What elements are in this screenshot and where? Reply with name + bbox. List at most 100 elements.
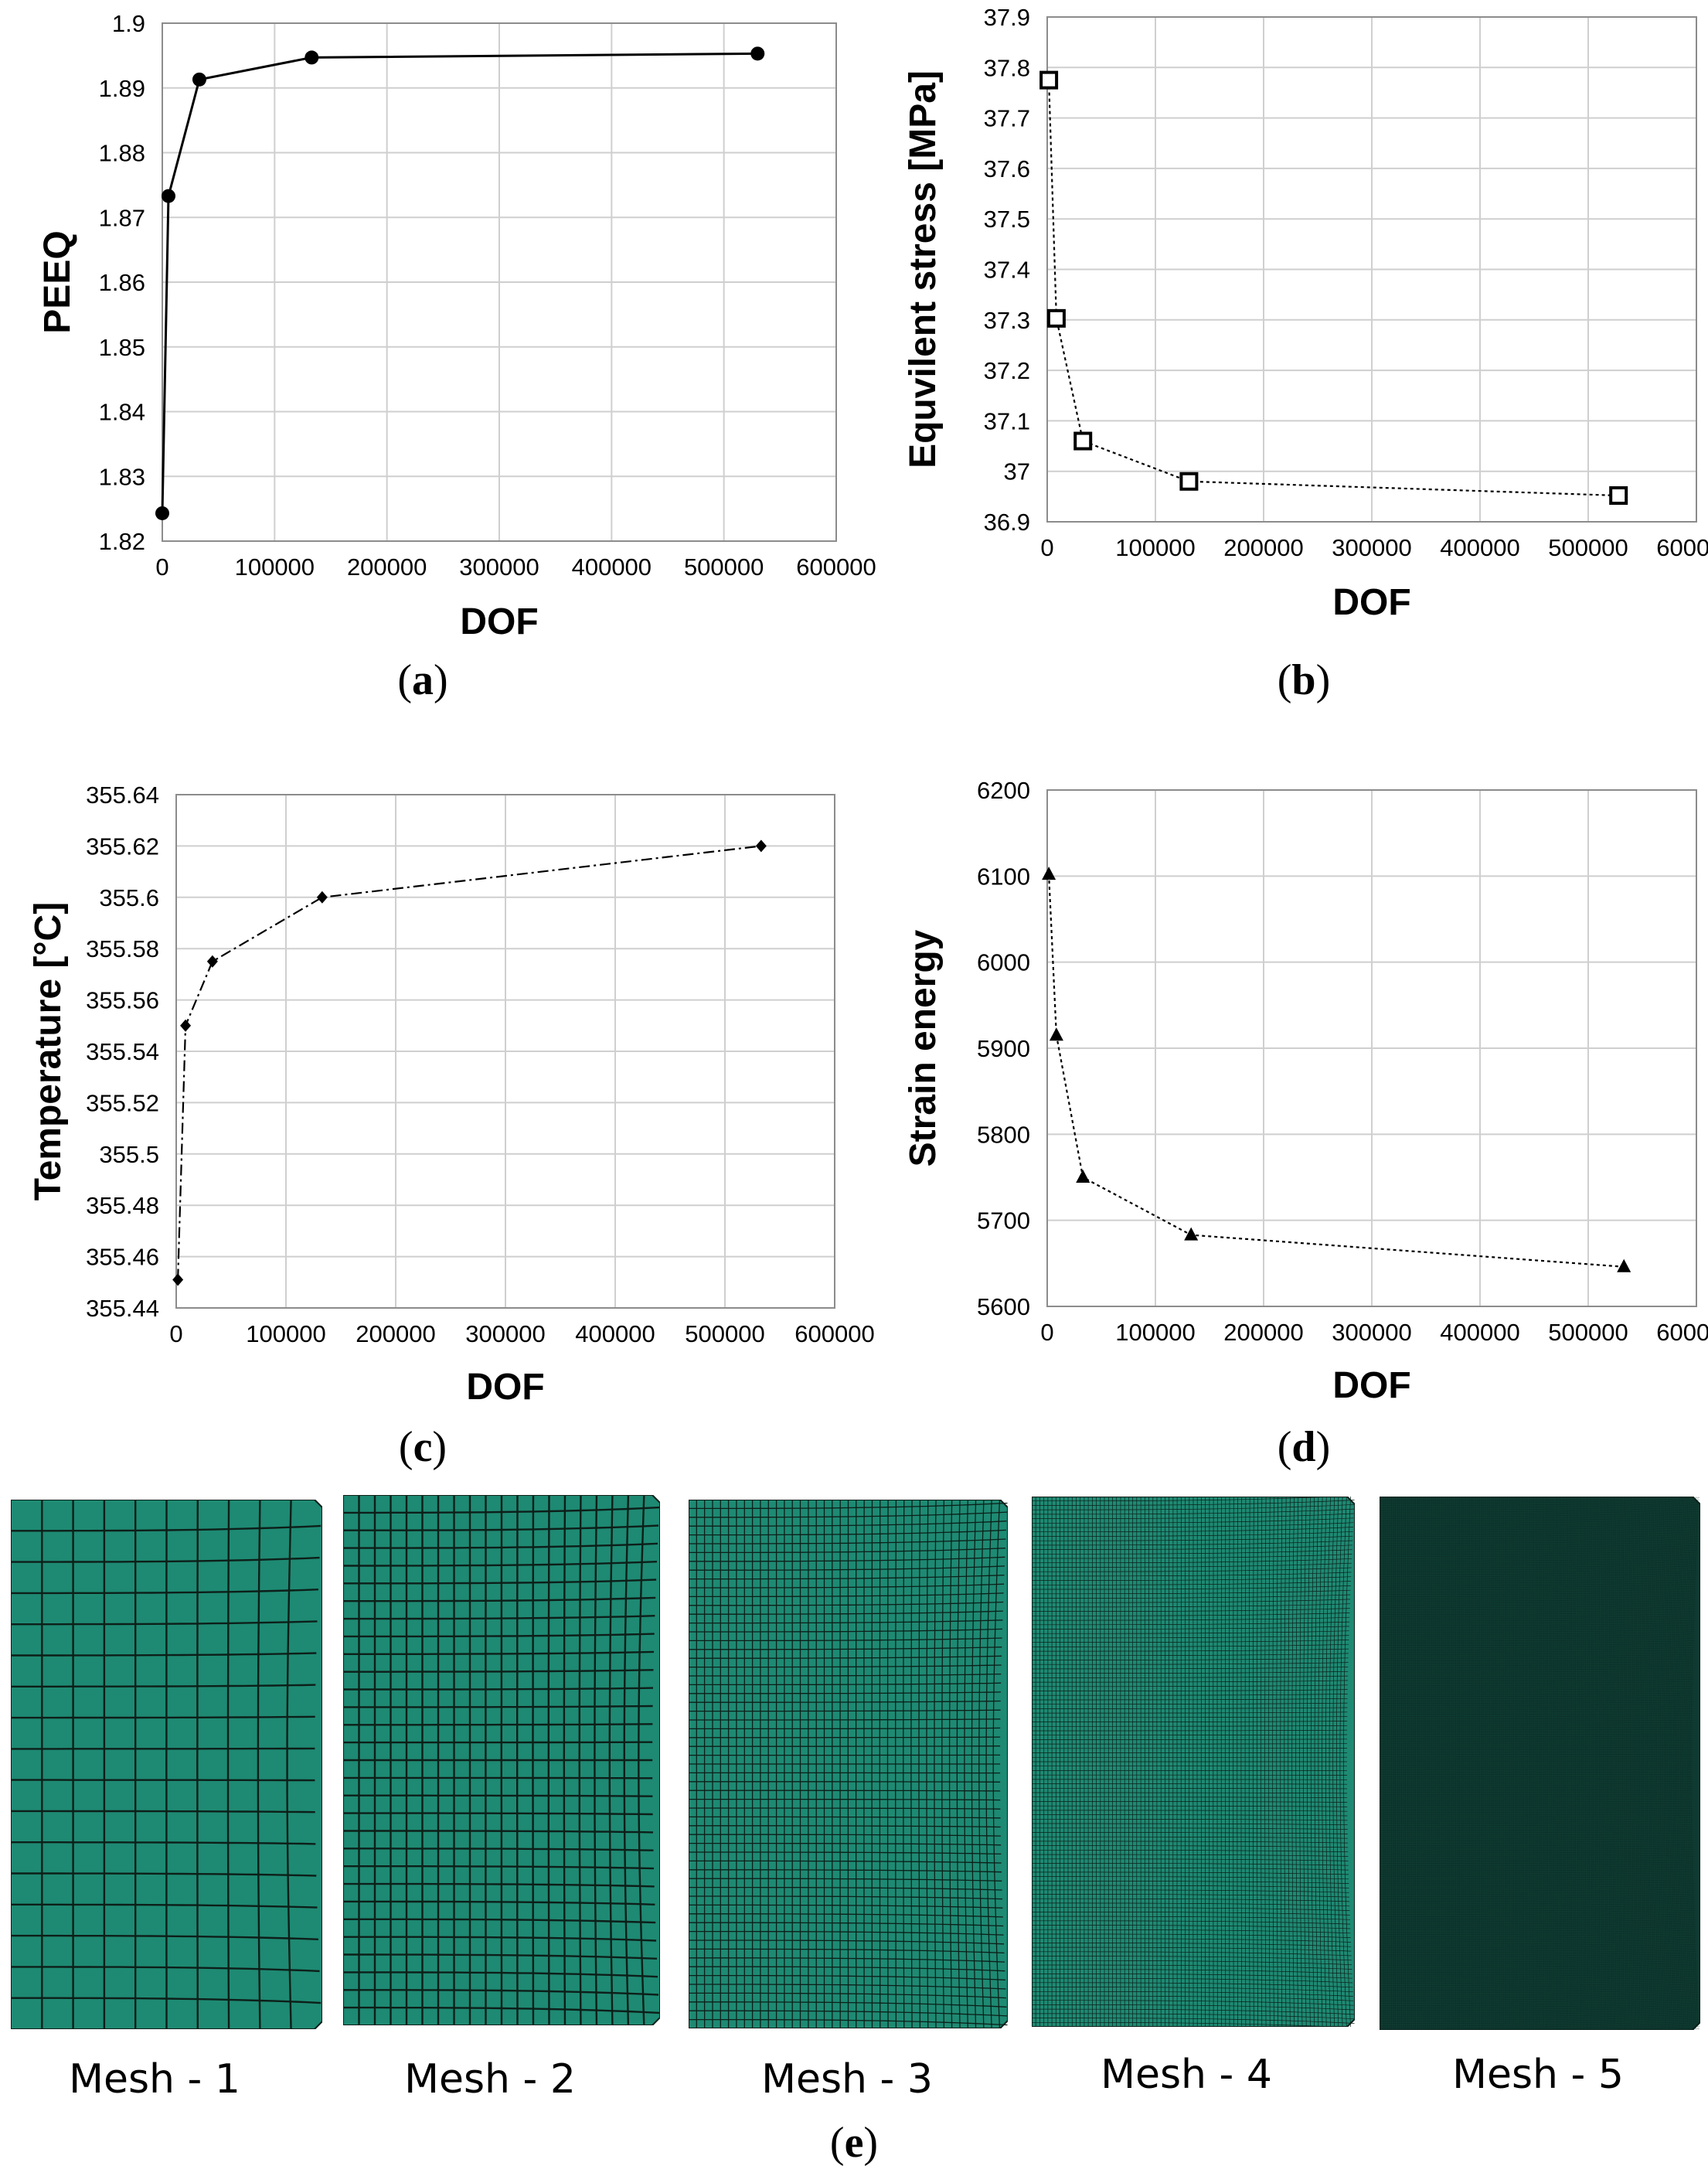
x-tick-label: 400000 <box>572 553 652 581</box>
y-tick-label: 5700 <box>977 1207 1030 1235</box>
x-tick-label: 200000 <box>347 553 427 581</box>
y-tick-label: 1.88 <box>99 140 145 167</box>
mesh-3 <box>688 1494 1009 2034</box>
chart-panel-a: 0 100000 200000 300000 400000 500000 600000 1.8… <box>0 0 876 711</box>
data-point <box>1179 472 1199 491</box>
y-tick-label: 1.87 <box>99 204 145 231</box>
mesh-3-label: Mesh - 3 <box>761 2056 933 2103</box>
plot-frame <box>1046 789 1697 1307</box>
mesh-horizontal-lines <box>343 1506 660 2014</box>
data-point <box>180 1019 192 1032</box>
data-point <box>155 506 169 520</box>
y-tick-label: 1.85 <box>99 334 145 361</box>
mesh-5 <box>1379 1490 1701 2036</box>
y-tick-label: 37.5 <box>984 206 1030 233</box>
data-point <box>1609 486 1628 506</box>
mesh-4 <box>1031 1491 1356 2032</box>
y-tick-label: 355.58 <box>86 935 159 962</box>
x-tick-label: 600000 <box>794 1320 874 1347</box>
y-tick-label: 37.9 <box>984 4 1030 31</box>
chart-panel-c: 0 100000 200000 300000 400000 500000 600000 355… <box>0 773 875 1484</box>
y-axis-title: Equvilent stress [MPa] <box>903 70 944 468</box>
x-tick-label: 500000 <box>684 553 764 581</box>
y-tick-label: 37.6 <box>984 155 1030 182</box>
x-tick-label: 0 <box>169 1320 182 1347</box>
x-tick-label: 200000 <box>1223 1319 1303 1346</box>
x-tick-label: 400000 <box>1440 1319 1519 1346</box>
mesh-horizontal-lines <box>11 1524 322 2004</box>
mesh-vertical-lines <box>41 1495 292 2034</box>
chart-b: 0 100000 200000 300000 400000 500000 600000 36.… <box>903 4 1708 623</box>
x-tick-label: 100000 <box>246 1320 325 1347</box>
y-axis-title: Strain energy <box>903 929 944 1166</box>
y-tick-label: 5900 <box>977 1035 1030 1062</box>
y-tick-label: 355.5 <box>99 1141 159 1168</box>
data-point <box>1039 70 1059 90</box>
plot-frame <box>162 22 837 542</box>
data-point <box>1046 308 1066 328</box>
data-point <box>305 50 319 65</box>
data-point <box>1049 1027 1063 1041</box>
x-tick-label: 300000 <box>465 1320 545 1347</box>
x-tick-label: 600000 <box>1656 1319 1708 1346</box>
series-line <box>161 52 758 514</box>
y-tick-label: 1.86 <box>99 269 145 296</box>
x-tick-label: 300000 <box>1332 1319 1411 1346</box>
x-tick-label: 300000 <box>459 553 539 581</box>
x-tick-label: 500000 <box>685 1320 764 1347</box>
x-axis-title: DOF <box>460 601 538 642</box>
y-tick-label: 6000 <box>977 949 1030 976</box>
x-tick-label: 100000 <box>235 553 315 581</box>
y-axis-title: PEEQ <box>37 230 78 333</box>
y-tick-label: 37.8 <box>984 54 1030 81</box>
mesh-2-label: Mesh - 2 <box>404 2056 576 2103</box>
y-tick-label: 355.48 <box>86 1192 159 1219</box>
y-tick-label: 5800 <box>977 1121 1030 1148</box>
data-point <box>1184 1227 1199 1241</box>
x-tick-label: 600000 <box>796 553 876 581</box>
y-tick-label: 1.9 <box>112 10 145 37</box>
y-tick-label: 1.83 <box>99 463 145 490</box>
y-tick-label: 37.3 <box>984 307 1030 334</box>
y-tick-label: 1.89 <box>99 75 145 102</box>
caption-c: (c) <box>398 1423 447 1471</box>
y-tick-label: 355.52 <box>86 1089 159 1116</box>
data-point <box>161 189 175 203</box>
y-tick-label: 355.54 <box>86 1038 159 1065</box>
mesh-panel: Mesh - 1 Mesh - 2 Mesh - 3 Mesh - 4 Mesh… <box>0 1484 1708 2183</box>
y-tick-label: 6100 <box>977 863 1030 890</box>
mesh-3-image <box>688 1494 1009 2034</box>
chart-panel-b: 0 100000 200000 300000 400000 500000 600000 36.… <box>854 0 1708 711</box>
chart-d: 0 100000 200000 300000 400000 500000 600000 560… <box>903 777 1708 1406</box>
y-tick-label: 355.64 <box>86 782 159 809</box>
x-tick-label: 400000 <box>575 1320 655 1347</box>
data-point <box>750 46 765 61</box>
y-tick-label: 37.4 <box>984 257 1030 284</box>
x-tick-label: 200000 <box>1223 534 1303 561</box>
mesh-horizontal-lines <box>689 1502 1008 2026</box>
caption-b: (b) <box>1277 656 1331 704</box>
mesh-horizontal-lines <box>1379 1493 1700 2034</box>
mesh-4-label: Mesh - 4 <box>1101 2052 1272 2098</box>
series-line <box>1048 874 1625 1268</box>
data-point <box>755 839 767 853</box>
data-point <box>316 891 328 904</box>
x-tick-label: 0 <box>1040 534 1053 561</box>
x-tick-label: 0 <box>155 553 168 581</box>
x-tick-label: 0 <box>1040 1319 1053 1346</box>
y-tick-label: 5600 <box>977 1293 1030 1320</box>
data-point <box>192 72 206 87</box>
y-tick-label: 355.46 <box>86 1244 159 1271</box>
y-tick-label: 1.84 <box>99 399 145 426</box>
mesh-2-image <box>342 1490 661 2031</box>
mesh-4-image <box>1031 1491 1356 2032</box>
y-tick-label: 355.44 <box>86 1295 159 1322</box>
x-tick-label: 400000 <box>1440 534 1519 561</box>
data-point <box>1617 1258 1631 1272</box>
y-tick-label: 37.1 <box>984 407 1030 434</box>
series-line <box>1048 80 1619 497</box>
series-line <box>177 845 761 1280</box>
plot-frame <box>1046 16 1697 523</box>
y-tick-label: 355.56 <box>86 987 159 1014</box>
y-tick-label: 355.62 <box>86 833 159 860</box>
